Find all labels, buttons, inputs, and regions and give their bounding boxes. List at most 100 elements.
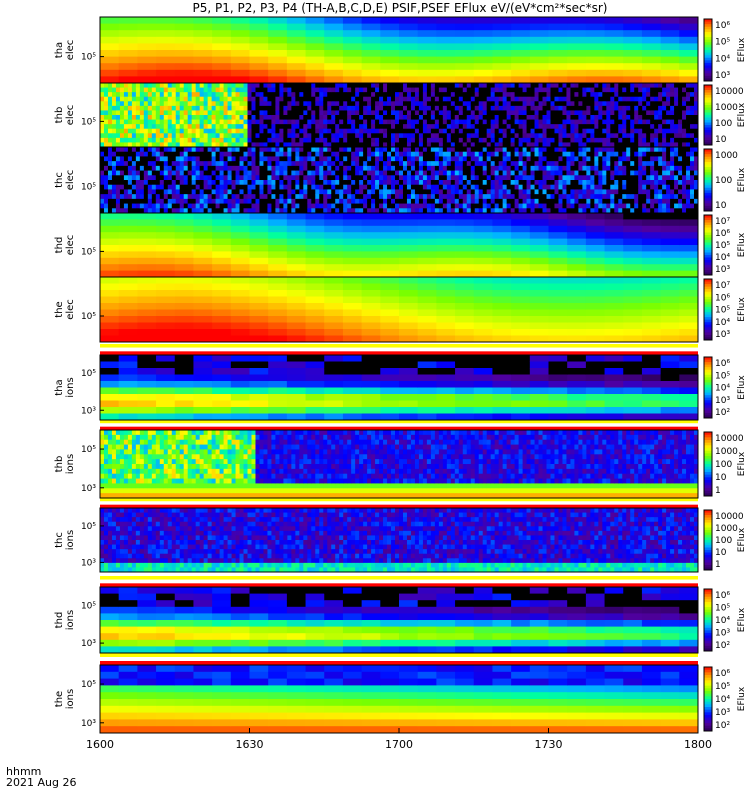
heatmap-cell <box>215 189 220 195</box>
heatmap-cell <box>554 101 559 107</box>
heatmap-cell <box>295 137 300 143</box>
heatmap-cell <box>694 83 699 88</box>
heatmap-cell <box>235 137 240 143</box>
heatmap-cell <box>494 110 500 116</box>
heatmap-cell <box>311 119 316 125</box>
heatmap-cell <box>494 142 500 148</box>
heatmap-cell <box>363 165 368 171</box>
heatmap-cell <box>139 137 145 143</box>
heatmap-cell <box>171 189 177 195</box>
heatmap-cell <box>291 151 296 157</box>
heatmap-cell <box>327 175 332 181</box>
heatmap-cell <box>514 189 519 195</box>
heatmap-cell <box>514 180 519 186</box>
heatmap-cell <box>375 133 380 139</box>
heatmap-cell <box>426 115 432 120</box>
heatmap-cell <box>666 147 671 153</box>
heatmap-cell <box>399 198 404 204</box>
heatmap-cell <box>223 83 228 88</box>
heatmap-cell <box>486 119 492 125</box>
heatmap-cell <box>492 257 512 265</box>
heatmap-cell <box>594 151 599 157</box>
heatmap-cell <box>546 137 551 143</box>
heatmap-cell <box>363 170 368 176</box>
heatmap-cell <box>127 180 133 186</box>
heatmap-cell <box>339 156 344 162</box>
heatmap-cell <box>402 170 408 176</box>
heatmap-cell <box>379 105 384 111</box>
heatmap-cell <box>359 87 364 93</box>
heatmap-cell <box>534 119 539 125</box>
heatmap-cell <box>486 110 492 116</box>
heatmap-cell <box>395 92 400 98</box>
heatmap-cell <box>470 133 476 139</box>
heatmap-cell <box>239 147 244 153</box>
heatmap-cell <box>530 189 535 195</box>
heatmap-cell <box>103 115 109 120</box>
heatmap-cell <box>191 105 197 111</box>
heatmap-cell <box>455 56 475 64</box>
heatmap-cell <box>339 208 344 214</box>
heatmap-cell <box>610 83 615 88</box>
heatmap-cell <box>518 128 523 134</box>
heatmap-cell <box>506 189 512 195</box>
heatmap-cell <box>375 105 380 111</box>
heatmap-cell <box>623 245 643 252</box>
heatmap-cell <box>339 101 344 107</box>
heatmap-cell <box>514 105 519 111</box>
heatmap-cell <box>115 128 121 134</box>
heatmap-cell <box>243 105 248 111</box>
colorbar-swatch <box>704 227 712 231</box>
heatmap-cell <box>355 180 360 186</box>
heatmap-cell <box>111 198 117 204</box>
heatmap-cell <box>614 208 619 214</box>
heatmap-cell <box>626 133 631 139</box>
heatmap-cell <box>590 151 595 157</box>
heatmap-cell <box>399 105 404 111</box>
heatmap-cell <box>602 175 607 181</box>
heatmap-cell <box>111 142 117 148</box>
heatmap-cell <box>678 87 683 93</box>
heatmap-cell <box>207 170 213 176</box>
heatmap-cell <box>363 156 368 162</box>
heatmap-cell <box>414 165 420 171</box>
heatmap-cell <box>379 170 384 176</box>
heatmap-cell <box>638 119 643 125</box>
heatmap-cell <box>319 194 324 200</box>
heatmap-cell <box>506 180 512 186</box>
heatmap-cell <box>199 133 205 139</box>
heatmap-cell <box>327 165 332 171</box>
heatmap-cell <box>387 147 392 153</box>
heatmap-cell <box>223 87 228 93</box>
heatmap-cell <box>562 175 567 181</box>
heatmap-cell <box>548 232 568 239</box>
heatmap-cell <box>183 170 189 176</box>
heatmap-cell <box>359 151 364 157</box>
heatmap-cell <box>379 128 384 134</box>
heatmap-cell <box>462 110 468 116</box>
heatmap-cell <box>379 147 384 153</box>
heatmap-cell <box>307 170 312 176</box>
heatmap-cell <box>295 189 300 195</box>
heatmap-cell <box>462 194 468 200</box>
heatmap-cell <box>486 83 492 88</box>
heatmap-cell <box>422 170 428 176</box>
heatmap-cell <box>454 92 460 98</box>
heatmap-cell <box>371 151 376 157</box>
heatmap-cell <box>355 175 360 181</box>
heatmap-cell <box>342 50 363 57</box>
heatmap-cell <box>331 105 336 111</box>
heatmap-cell <box>239 83 244 88</box>
heatmap-cell <box>462 198 468 204</box>
heatmap-cell <box>103 156 109 162</box>
heatmap-cell <box>191 161 197 167</box>
heatmap-cell <box>562 115 567 120</box>
heatmap-cell <box>119 175 125 181</box>
heatmap-cell <box>462 156 468 162</box>
heatmap-cell <box>650 128 655 134</box>
heatmap-cell <box>567 43 587 51</box>
heatmap-cell <box>542 156 547 162</box>
heatmap-cell <box>518 170 523 176</box>
heatmap-cell <box>131 83 137 88</box>
heatmap-cell <box>195 184 201 190</box>
